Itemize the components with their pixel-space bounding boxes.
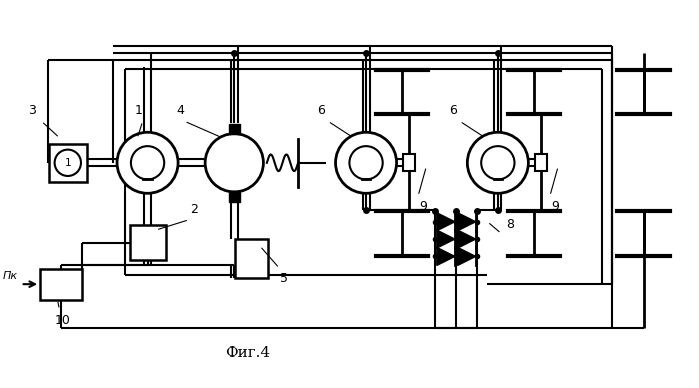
Polygon shape (458, 213, 475, 231)
Polygon shape (229, 191, 240, 202)
Text: 2: 2 (190, 203, 198, 215)
Circle shape (131, 146, 164, 179)
Polygon shape (458, 230, 475, 248)
Text: 6: 6 (317, 104, 325, 117)
Text: 4: 4 (176, 104, 184, 117)
Circle shape (468, 132, 528, 193)
Circle shape (55, 150, 81, 176)
Circle shape (350, 146, 383, 179)
Polygon shape (437, 213, 455, 231)
Text: 1: 1 (64, 158, 71, 168)
Text: 8: 8 (506, 218, 514, 231)
Bar (403, 154, 415, 171)
Text: 3: 3 (28, 104, 36, 117)
Bar (40, 268, 82, 300)
Bar (49, 144, 87, 182)
Text: Пк: Пк (3, 271, 18, 281)
Polygon shape (229, 124, 240, 134)
Text: 1: 1 (135, 104, 143, 117)
Circle shape (481, 146, 514, 179)
Bar (235, 239, 268, 277)
Polygon shape (437, 248, 455, 265)
Circle shape (117, 132, 178, 193)
Polygon shape (437, 230, 455, 248)
Polygon shape (458, 248, 475, 265)
Text: 6: 6 (449, 104, 456, 117)
Circle shape (205, 133, 264, 192)
Bar (535, 154, 547, 171)
Text: 10: 10 (55, 314, 70, 327)
Text: 5: 5 (280, 272, 288, 286)
Text: 9: 9 (551, 200, 559, 213)
Circle shape (336, 132, 396, 193)
Text: Фиг.4: Фиг.4 (226, 346, 271, 360)
Bar (129, 225, 166, 260)
Text: 9: 9 (419, 200, 427, 213)
